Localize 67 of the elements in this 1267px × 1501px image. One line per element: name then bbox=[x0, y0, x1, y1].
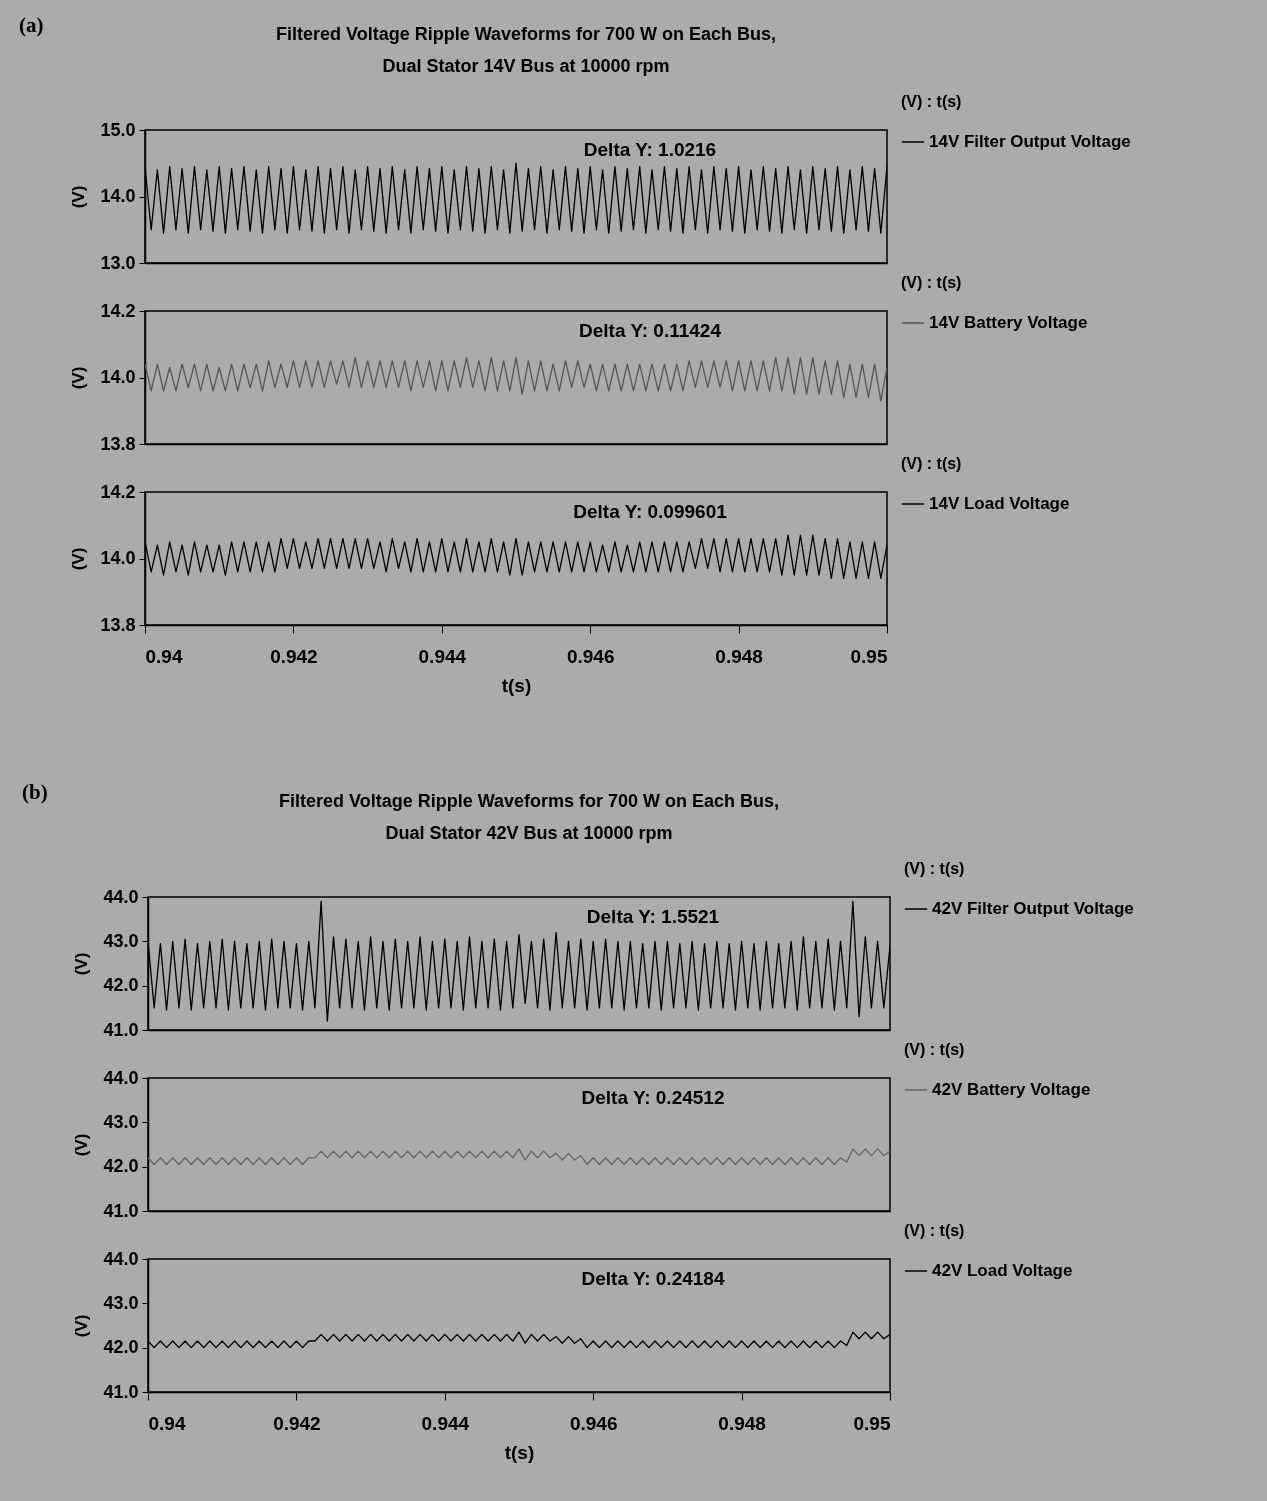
legend-title: (V) : t(s) bbox=[904, 860, 965, 877]
y-axis-title: (V) bbox=[69, 547, 89, 571]
x-tick-label: 0.946 bbox=[566, 645, 615, 667]
x-axis-title: t(s) bbox=[501, 674, 532, 696]
annotation: Delta Y: 1.5521 bbox=[586, 906, 720, 927]
x-tick-label: 0.95 bbox=[850, 645, 888, 667]
text: (a) bbox=[19, 13, 44, 37]
y-tick-label: 14.2 bbox=[100, 481, 136, 502]
legend-label: 42V Load Voltage bbox=[932, 1261, 1073, 1280]
y-tick-label: 44.0 bbox=[103, 1067, 139, 1088]
text: (b) bbox=[22, 780, 48, 804]
y-tick-label: 41.0 bbox=[103, 1200, 139, 1221]
chart-subtitle: Dual Stator 42V Bus at 10000 rpm bbox=[385, 823, 673, 843]
legend-label: 14V Filter Output Voltage bbox=[929, 132, 1131, 151]
y-tick-label: 14.2 bbox=[100, 300, 136, 321]
x-tick-label: 0.948 bbox=[718, 1412, 766, 1434]
chart-subtitle: Dual Stator 14V Bus at 10000 rpm bbox=[382, 56, 670, 76]
y-tick-label: 43.0 bbox=[103, 930, 139, 951]
x-tick-label: 0.948 bbox=[715, 645, 763, 667]
legend-title: (V) : t(s) bbox=[901, 274, 962, 291]
legend-title: (V) : t(s) bbox=[901, 93, 962, 110]
y-tick-label: 14.0 bbox=[100, 186, 136, 206]
x-tick-label: 0.95 bbox=[853, 1412, 891, 1434]
line-series bbox=[145, 356, 887, 402]
legend-title: (V) : t(s) bbox=[901, 455, 962, 472]
y-axis-title: (V) bbox=[69, 366, 89, 390]
y-tick-label: 41.0 bbox=[103, 1019, 139, 1040]
chart-title: Filtered Voltage Ripple Waveforms for 700 W on Each Bus, bbox=[275, 24, 777, 44]
legend-label: 14V Battery Voltage bbox=[929, 313, 1088, 332]
y-tick-label: 13.8 bbox=[100, 614, 136, 635]
x-tick-label: 0.946 bbox=[569, 1412, 618, 1434]
annotation: Delta Y: 0.11424 bbox=[579, 320, 722, 341]
annotation: Delta Y: 0.24512 bbox=[581, 1087, 725, 1108]
y-tick-label: 15.0 bbox=[100, 119, 136, 140]
x-tick-label: 0.942 bbox=[270, 645, 318, 667]
y-tick-label: 42.0 bbox=[103, 1337, 139, 1358]
annotation: Delta Y: 0.099601 bbox=[573, 501, 728, 522]
y-tick-label: 42.0 bbox=[103, 1156, 139, 1177]
legend-label: 42V Battery Voltage bbox=[932, 1080, 1091, 1099]
legend-label: 42V Filter Output Voltage bbox=[932, 899, 1134, 918]
legend-title: (V) : t(s) bbox=[904, 1041, 965, 1058]
legend-title: (V) : t(s) bbox=[904, 1222, 965, 1239]
y-tick-label: 44.0 bbox=[103, 1248, 139, 1269]
x-tick-label: 0.944 bbox=[418, 645, 467, 667]
chart-title: Filtered Voltage Ripple Waveforms for 700 W on Each Bus, bbox=[278, 791, 780, 811]
y-tick-label: 44.0 bbox=[103, 886, 139, 907]
y-tick-label: 41.0 bbox=[103, 1381, 139, 1402]
y-axis-title: (V) bbox=[72, 1133, 92, 1157]
annotation: Delta Y: 0.24184 bbox=[581, 1268, 725, 1289]
y-tick-label: 43.0 bbox=[103, 1292, 139, 1313]
x-tick-label: 0.94 bbox=[148, 1412, 186, 1434]
y-tick-label: 43.0 bbox=[103, 1111, 139, 1132]
x-tick-label: 0.94 bbox=[145, 645, 183, 667]
x-axis-title: t(s) bbox=[504, 1441, 535, 1463]
annotation: Delta Y: 1.0216 bbox=[583, 139, 717, 160]
y-tick-label: 13.8 bbox=[100, 433, 136, 454]
y-tick-label: 14.0 bbox=[100, 367, 136, 387]
line-series bbox=[148, 1148, 890, 1166]
y-axis-title: (V) bbox=[72, 1314, 92, 1338]
y-axis-title: (V) bbox=[72, 952, 92, 976]
legend-label: 14V Load Voltage bbox=[929, 494, 1070, 513]
x-tick-label: 0.944 bbox=[421, 1412, 470, 1434]
y-axis-title: (V) bbox=[69, 185, 89, 209]
x-tick-label: 0.942 bbox=[273, 1412, 321, 1434]
y-tick-label: 13.0 bbox=[100, 252, 136, 273]
y-tick-label: 42.0 bbox=[103, 975, 139, 996]
y-tick-label: 14.0 bbox=[100, 548, 136, 568]
